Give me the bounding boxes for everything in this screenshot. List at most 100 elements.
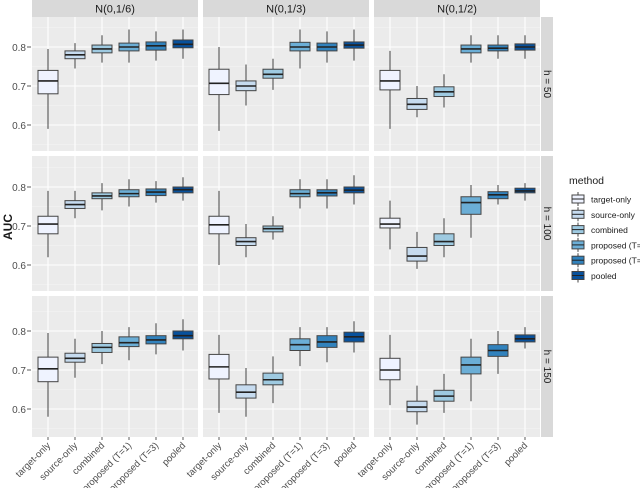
panel-background bbox=[374, 17, 540, 151]
boxplot-proposed-t-3- bbox=[487, 185, 509, 205]
facet-panel bbox=[32, 17, 198, 151]
facet-panel bbox=[374, 17, 540, 151]
legend-item: source-only bbox=[571, 207, 636, 222]
facet-panel bbox=[203, 156, 369, 291]
y-tick-label: 0.8 bbox=[12, 183, 26, 194]
facet-strip-col bbox=[203, 0, 369, 17]
box bbox=[460, 196, 482, 215]
boxplot-proposed-t-1- bbox=[118, 179, 140, 207]
legend-label: source-only bbox=[591, 210, 636, 220]
boxplot-proposed-t-1- bbox=[460, 35, 482, 63]
boxplot-proposed-t-3- bbox=[145, 31, 167, 61]
y-axis-title: AUC bbox=[1, 214, 15, 240]
facet-label-col: N(0,1/3) bbox=[266, 4, 306, 16]
panel-background bbox=[374, 156, 540, 291]
facet-panel bbox=[203, 17, 369, 151]
boxplot-pooled bbox=[343, 29, 365, 61]
boxplot-source-only bbox=[406, 385, 428, 425]
boxplot-target-only bbox=[379, 50, 401, 129]
boxplot-combined bbox=[433, 218, 455, 258]
boxplot-pooled bbox=[172, 177, 194, 201]
box bbox=[379, 217, 401, 229]
boxplot-pooled bbox=[514, 327, 536, 349]
boxplot-source-only bbox=[64, 190, 86, 219]
box bbox=[37, 69, 59, 95]
boxplot-target-only bbox=[379, 200, 401, 250]
panel-background bbox=[374, 296, 540, 437]
legend-item: pooled bbox=[571, 268, 617, 283]
boxplot-proposed-t-1- bbox=[118, 327, 140, 361]
facet-label-col: N(0,1/6) bbox=[95, 4, 135, 16]
legend-label: pooled bbox=[591, 271, 617, 281]
legend-title: method bbox=[569, 175, 604, 187]
y-tick-label: 0.6 bbox=[12, 121, 26, 132]
y-tick-label: 0.8 bbox=[12, 43, 26, 54]
facet-panel bbox=[32, 296, 198, 437]
boxplot-target-only bbox=[379, 334, 401, 406]
boxplot-target-only bbox=[37, 190, 59, 258]
y-tick-label: 0.6 bbox=[12, 261, 26, 272]
legend: method target-only source-only combined prop… bbox=[569, 175, 640, 283]
facet-strip-row bbox=[541, 156, 553, 291]
boxplot-proposed-t-1- bbox=[289, 327, 311, 367]
y-tick-label: 0.7 bbox=[12, 82, 26, 93]
boxplot-target-only bbox=[208, 47, 230, 131]
boxplot-source-only bbox=[406, 231, 428, 269]
box bbox=[118, 336, 140, 348]
boxplot-proposed-t-3- bbox=[316, 327, 338, 363]
legend-label: target-only bbox=[591, 195, 632, 205]
facet-strip-col bbox=[374, 0, 540, 17]
facet-panel bbox=[32, 156, 198, 291]
boxplot-target-only bbox=[37, 332, 59, 417]
x-tick-label: pooled bbox=[331, 440, 359, 468]
panel-background bbox=[203, 296, 369, 437]
boxplot-proposed-t-1- bbox=[289, 179, 311, 209]
boxplot-proposed-t-3- bbox=[145, 323, 167, 355]
boxplot-combined bbox=[433, 373, 455, 413]
legend-item: proposed (T=1) bbox=[571, 237, 640, 252]
facet-panel bbox=[374, 156, 540, 291]
facet-panel bbox=[203, 296, 369, 437]
boxplot-proposed-t-3- bbox=[145, 181, 167, 203]
box bbox=[379, 357, 401, 381]
y-tick-label: 0.6 bbox=[12, 405, 26, 416]
boxplot-source-only bbox=[406, 86, 428, 118]
facet-strip-row bbox=[541, 296, 553, 437]
panel-background bbox=[203, 156, 369, 291]
boxplot-source-only bbox=[235, 64, 257, 106]
legend-label: combined bbox=[591, 225, 628, 235]
facet-panel bbox=[374, 296, 540, 437]
box bbox=[433, 233, 455, 247]
panel-background bbox=[203, 17, 369, 151]
boxplot-proposed-t-1- bbox=[289, 29, 311, 69]
facet-label-row: h = 100 bbox=[541, 207, 552, 241]
boxplot-proposed-t-1- bbox=[460, 185, 482, 238]
boxplot-source-only bbox=[235, 224, 257, 258]
box bbox=[406, 246, 428, 262]
boxplot-proposed-t-3- bbox=[487, 331, 509, 374]
y-tick-label: 0.8 bbox=[12, 327, 26, 338]
y-tick-label: 0.7 bbox=[12, 222, 26, 233]
boxplot-combined bbox=[91, 183, 113, 211]
box bbox=[208, 68, 230, 96]
boxplot-pooled bbox=[514, 35, 536, 59]
x-tick-label: pooled bbox=[502, 440, 530, 468]
boxplot-target-only bbox=[208, 334, 230, 413]
boxplot-proposed-t-1- bbox=[118, 29, 140, 63]
facet-label-row: h = 150 bbox=[541, 350, 552, 384]
legend-label: proposed (T=1) bbox=[591, 240, 640, 250]
boxplot-pooled bbox=[343, 321, 365, 353]
boxplot-pooled bbox=[343, 175, 365, 205]
legend-item: target-only bbox=[571, 192, 632, 206]
panel-background bbox=[32, 296, 198, 437]
boxplot-source-only bbox=[64, 338, 86, 378]
panel-background bbox=[32, 156, 198, 291]
boxplot-source-only bbox=[64, 43, 86, 69]
box bbox=[37, 215, 59, 235]
boxplot-combined bbox=[433, 74, 455, 108]
boxplot-combined bbox=[91, 331, 113, 365]
boxplot-proposed-t-3- bbox=[316, 31, 338, 63]
boxplot-pooled bbox=[172, 319, 194, 351]
facet-label-col: N(0,1/2) bbox=[437, 4, 477, 16]
